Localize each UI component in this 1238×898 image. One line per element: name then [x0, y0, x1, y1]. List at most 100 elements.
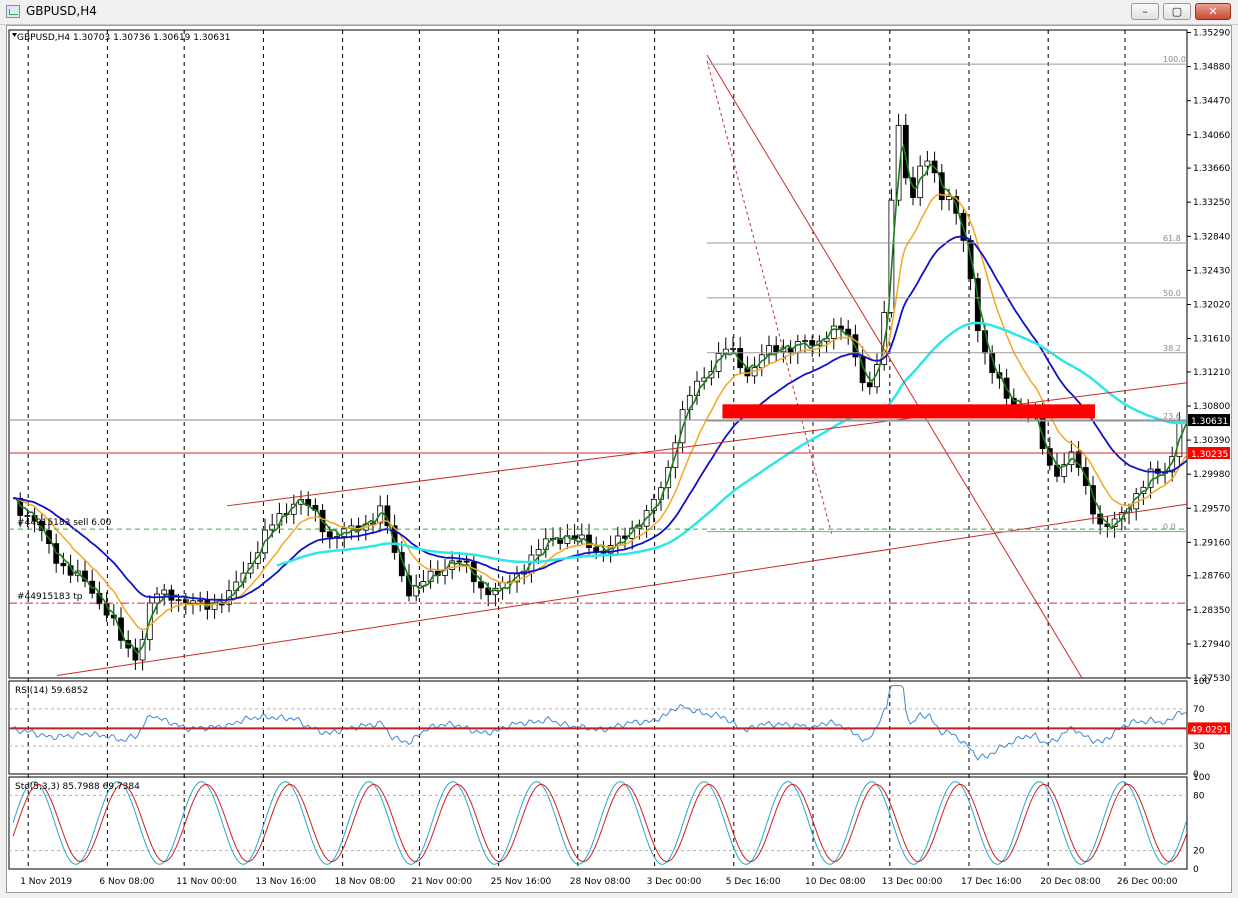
y-tick-label: 1.31210 [1193, 368, 1230, 378]
candle-body [874, 364, 880, 388]
fib-level-label: 100.0 [1163, 55, 1186, 64]
candle-body [449, 560, 456, 570]
candle-body [370, 522, 376, 525]
fib-level-label: 0.0 [1163, 523, 1176, 532]
candle-body [132, 647, 139, 661]
order-line-label: #44915183 tp [17, 592, 83, 602]
x-tick-label: 21 Nov 00:00 [411, 877, 472, 887]
candle-body [24, 515, 31, 517]
candle-body [730, 348, 736, 350]
price-label-bg [1188, 414, 1230, 427]
y-tick-label: 1.28350 [1193, 606, 1230, 616]
fib-level-label: 38.2 [1163, 344, 1181, 353]
sto-main-line [12, 781, 1188, 865]
price-label: 1.30631 [1191, 417, 1228, 427]
window-title: GBPUSD,H4 [26, 4, 97, 18]
candle-body [895, 124, 902, 201]
main-chart-header: GBPUSD,H4 1.30703 1.30736 1.30619 1.3063… [17, 33, 230, 43]
rsi-line [12, 685, 1187, 761]
candle-body [197, 599, 204, 602]
sto-header: Sto(5,3,3) 85.7988 69.7384 [15, 782, 140, 792]
ma-cyan-line [276, 321, 1187, 567]
candle-body [161, 589, 168, 595]
rsi-y-tick-label: 100 [1193, 677, 1210, 687]
candle-body [218, 603, 225, 606]
y-tick-label: 1.32840 [1193, 232, 1230, 242]
candle-body [535, 549, 542, 556]
candle-body [888, 199, 895, 313]
y-tick-label: 1.29570 [1193, 504, 1230, 514]
candle-body [60, 562, 67, 567]
x-tick-label: 3 Dec 00:00 [647, 877, 702, 887]
candle-body [1169, 456, 1176, 473]
y-tick-label: 1.35290 [1193, 28, 1230, 38]
y-tick-label: 1.29160 [1193, 538, 1230, 548]
candle-body [557, 538, 564, 544]
price-label: 1.30235 [1191, 450, 1228, 460]
window-titlebar: GBPUSD,H4 – ▢ ✕ [0, 0, 1238, 25]
candle-body [175, 599, 182, 602]
candle-body [802, 340, 808, 342]
candle-body [82, 570, 88, 582]
candle-body [974, 278, 981, 332]
y-tick-label: 1.30800 [1193, 402, 1230, 412]
candle-body [269, 524, 276, 531]
candle-body [866, 382, 873, 388]
main-panel-frame [8, 29, 1188, 679]
minimize-button[interactable]: – [1131, 3, 1159, 20]
ma-blue-line [13, 235, 1188, 602]
close-button[interactable]: ✕ [1195, 3, 1231, 20]
y-tick-label: 1.34470 [1193, 97, 1230, 107]
candle-body [456, 560, 463, 563]
candle-body [118, 617, 124, 641]
maximize-button[interactable]: ▢ [1163, 3, 1191, 20]
y-tick-label: 1.29980 [1193, 470, 1230, 480]
sto-y-tick-label: 80 [1193, 791, 1205, 801]
rsi-header: RSI(14) 59.6852 [15, 686, 88, 696]
channel-upper-line [226, 382, 1188, 507]
y-tick-label: 1.33660 [1193, 164, 1230, 174]
y-tick-label: 1.34060 [1193, 131, 1230, 141]
sto-y-tick-label: 20 [1193, 847, 1205, 857]
rsi-y-tick-label: 70 [1193, 705, 1205, 715]
candle-body [463, 560, 470, 563]
x-tick-label: 18 Nov 08:00 [335, 877, 396, 887]
candle-body [1061, 464, 1068, 477]
x-tick-label: 10 Dec 08:00 [805, 877, 866, 887]
x-tick-label: 1 Nov 2019 [20, 877, 72, 887]
order-line-label: #44915183 sell 6.00 [17, 518, 112, 528]
resistance-zone [722, 404, 1095, 419]
candle-body [924, 160, 931, 167]
ma-orange-line [12, 193, 1188, 631]
rsi-marker-label-bg [1188, 722, 1230, 735]
dropdown-triangle-icon [12, 33, 17, 37]
candle-body [578, 534, 585, 540]
y-tick-label: 1.33250 [1193, 198, 1230, 208]
y-tick-label: 1.30390 [1193, 436, 1230, 446]
candles [17, 113, 1183, 671]
channel-lower-line [56, 503, 1188, 676]
y-tick-label: 1.32020 [1193, 301, 1230, 311]
x-tick-label: 20 Dec 08:00 [1040, 877, 1101, 887]
fib-level-label: 61.8 [1163, 234, 1181, 243]
chart-area[interactable]: 1 Nov 2019 6 Nov 08:00 11 Nov 00:00 13 Nov … [6, 25, 1232, 893]
fib-base-line [706, 60, 833, 536]
rsi-y-tick-label: 30 [1193, 742, 1205, 752]
ma-green-line [12, 143, 1188, 654]
rsi-marker-label: 49.0291 [1191, 725, 1228, 735]
fib-level-label: 23.6 [1163, 412, 1181, 421]
price-label-bg [1188, 446, 1230, 459]
x-tick-label: 13 Nov 16:00 [255, 877, 316, 887]
y-tick-label: 1.34880 [1193, 63, 1230, 73]
rsi-y-tick-label: 0 [1193, 770, 1199, 780]
sto-panel-frame [8, 776, 1188, 870]
chart-canvas[interactable]: 1 Nov 2019 6 Nov 08:00 11 Nov 00:00 13 Nov … [7, 26, 1231, 892]
y-tick-label: 1.27530 [1193, 674, 1230, 684]
x-tick-label: 17 Dec 16:00 [961, 877, 1022, 887]
candle-body [902, 124, 909, 179]
candle-body [917, 165, 924, 198]
y-tick-label: 1.27940 [1193, 640, 1230, 650]
x-tick-label: 11 Nov 00:00 [176, 877, 237, 887]
candle-body [830, 325, 837, 339]
candle-body [636, 525, 643, 529]
